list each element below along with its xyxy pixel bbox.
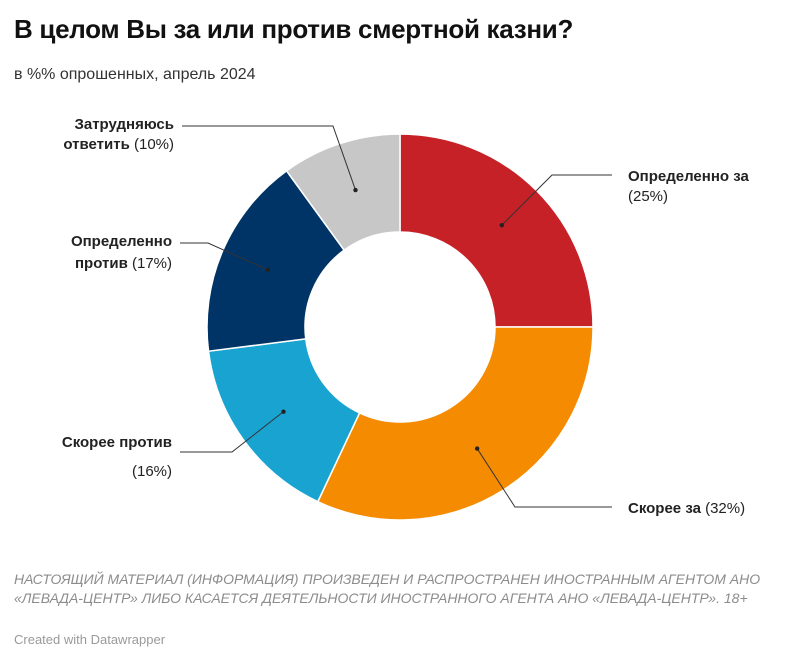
- slice-скорее-против: [207, 338, 361, 503]
- foreign-agent-disclaimer: НАСТОЯЩИЙ МАТЕРИАЛ (ИНФОРМАЦИЯ) ПРОИЗВЕД…: [14, 571, 761, 606]
- slice-label-определенно-за-line2: (25%): [628, 188, 668, 205]
- slice-определенно-против: [206, 169, 346, 353]
- leader-dot-определенно-за: [499, 222, 505, 228]
- slice-label-затрудняюсь-ответить-line1: Затрудняюсь: [74, 116, 174, 133]
- slice-определенно-за: [399, 133, 594, 328]
- donut-chart: Определенно за (25%) Скорее за (32%) Скорее…: [62, 116, 749, 521]
- leader-line-затрудняюсь-ответить: [182, 125, 356, 191]
- datawrapper-credit: Created with Datawrapper: [14, 632, 166, 647]
- slice-label-определенно-против-line2: против (17%): [75, 255, 172, 272]
- slice-label-затрудняюсь-ответить-line2: ответить (10%): [63, 136, 174, 153]
- chart-title: В целом Вы за или против смертной казни?: [14, 14, 574, 44]
- slice-label-скорее-против-line1: Скорее против: [62, 434, 172, 451]
- leader-line-скорее-против: [180, 411, 284, 453]
- leader-dot-скорее-против: [281, 409, 286, 414]
- leader-dot-определенно-против: [265, 267, 271, 273]
- slice-label-скорее-за-line1: Скорее за (32%): [628, 500, 745, 517]
- slice-скорее-за: [316, 326, 594, 521]
- chart-subtitle: в %% опрошенных, апрель 2024: [14, 66, 256, 83]
- leader-line-определенно-за: [501, 174, 612, 226]
- slice-затрудняюсь-ответить: [285, 133, 401, 252]
- leader-dot-скорее-за: [474, 446, 480, 451]
- leader-dot-затрудняюсь-ответить: [353, 187, 358, 193]
- leader-line-скорее-за: [476, 448, 612, 508]
- leader-line-определенно-против: [180, 242, 269, 271]
- slice-label-определенно-против-line1: Определенно: [71, 233, 172, 250]
- slice-label-определенно-за-line1: Определенно за: [628, 168, 749, 185]
- slice-label-скорее-против-line2: (16%): [132, 463, 172, 480]
